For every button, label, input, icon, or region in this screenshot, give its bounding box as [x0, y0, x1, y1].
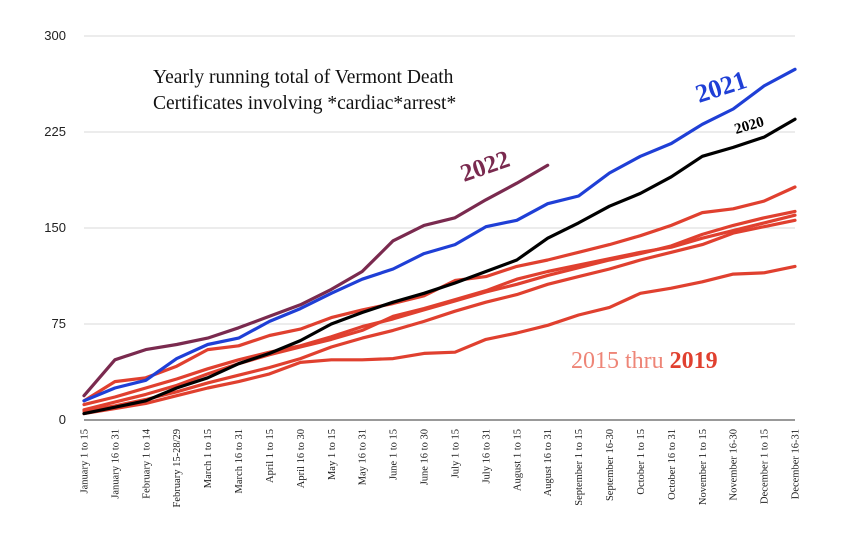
x-axis-ticks: January 1 to 15 January 16 to 31 February … [80, 428, 802, 507]
series-line-2015 [82, 213, 797, 412]
series-line-2016 [82, 209, 797, 407]
x-tick-label: May 16 to 31 [358, 429, 369, 485]
y-tick-label: 150 [44, 220, 66, 235]
x-tick-label: August 16 to 31 [543, 429, 554, 496]
x-tick-label: July 1 to 15 [450, 429, 461, 478]
x-tick-label: October 16 to 31 [667, 429, 678, 500]
series-lines [82, 67, 797, 416]
series-label-2015-2019: 2015 thru 2019 [571, 348, 718, 374]
x-tick-label: July 16 to 31 [481, 429, 492, 484]
x-tick-label: April 1 to 15 [265, 429, 276, 483]
series-line-2022 [82, 163, 550, 398]
series-line-2021 [82, 67, 797, 403]
x-tick-label: January 16 to 31 [110, 429, 121, 499]
grid-lines [84, 35, 795, 421]
x-tick-label: September 16-30 [605, 429, 616, 501]
series-line-2020 [82, 117, 797, 416]
x-tick-label: November 1 to 15 [698, 429, 709, 505]
x-tick-label: May 1 to 15 [327, 429, 338, 480]
x-tick-label: December 16-31 [791, 429, 802, 499]
series-label-range-bold: 2019 [670, 348, 718, 374]
x-tick-label: November 16-30 [729, 429, 740, 500]
x-tick-label: February 15-28/29 [172, 429, 183, 507]
x-tick-label: August 1 to 15 [512, 429, 523, 491]
chart-title-line-1: Yearly running total of Vermont Death [153, 67, 454, 88]
series-label-range-prefix: 2015 thru [571, 348, 670, 374]
x-tick-label: June 1 to 15 [389, 429, 400, 480]
x-tick-label: December 1 to 15 [760, 429, 771, 504]
x-tick-label: January 1 to 15 [80, 429, 91, 493]
x-tick-label: April 16 to 30 [296, 429, 307, 488]
series-label-2020: 2020 [733, 114, 766, 138]
x-tick-label: September 1 to 15 [574, 429, 585, 506]
x-tick-label: March 1 to 15 [203, 429, 214, 488]
x-tick-label: June 16 to 30 [420, 429, 431, 485]
y-tick-label: 0 [59, 412, 66, 427]
x-tick-label: February 1 to 14 [141, 428, 152, 498]
series-label-2022: 2022 [457, 146, 513, 188]
chart-title-line-2: Certificates involving *cardiac*arrest* [153, 93, 456, 114]
x-tick-label: March 16 to 31 [234, 429, 245, 493]
y-tick-label: 75 [52, 316, 66, 331]
y-tick-label: 225 [44, 124, 66, 139]
y-axis-ticks: 0 75 150 225 300 [44, 28, 66, 427]
y-tick-label: 300 [44, 28, 66, 43]
series-line-2017 [82, 264, 797, 416]
series-line-2019 [82, 218, 797, 413]
x-tick-label: October 1 to 15 [636, 429, 647, 495]
